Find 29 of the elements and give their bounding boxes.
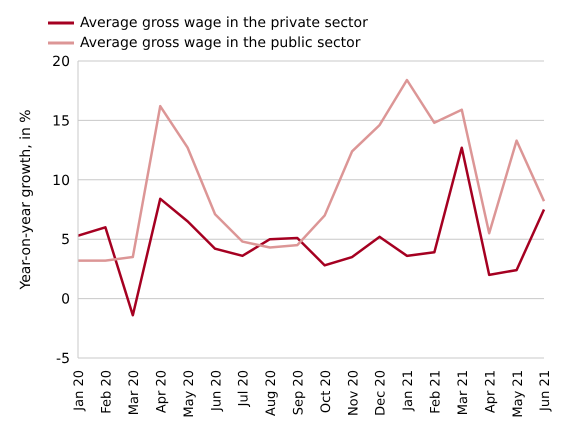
x-tick-label: Apr 20	[154, 370, 170, 414]
legend-label: Average gross wage in the public sector	[80, 35, 360, 51]
x-tick-label: May 21	[510, 370, 526, 418]
x-tick-label: Oct 20	[318, 370, 334, 414]
x-tick-label: Jan 20	[72, 370, 88, 412]
x-tick-label: Nov 20	[346, 370, 362, 416]
x-tick-label: Feb 20	[100, 370, 115, 414]
y-tick-label: -5	[56, 350, 70, 367]
x-tick-label: Apr 21	[483, 370, 498, 414]
y-tick-label: 20	[52, 54, 70, 70]
y-tick-label: 0	[61, 292, 70, 308]
x-tick-label: Jun 21	[538, 370, 554, 412]
y-tick-label: 5	[61, 232, 70, 248]
y-axis-title: Year-on-year growth, in %	[18, 109, 34, 290]
x-tick-label: Dec 20	[374, 370, 389, 416]
x-tick-label: Sep 20	[292, 370, 307, 416]
x-tick-label: May 20	[182, 370, 197, 418]
x-tick-label: Jan 21	[401, 370, 416, 412]
x-tick-label: Mar 21	[456, 370, 471, 416]
x-tick-label: Jul 20	[236, 370, 252, 408]
y-tick-label: 15	[52, 113, 70, 130]
x-tick-label: Mar 20	[127, 370, 142, 416]
line-series	[76, 78, 546, 262]
x-tick-label: Aug 20	[264, 370, 280, 416]
legend-label: Average gross wage in the private sector	[80, 15, 368, 31]
x-tick-label: Jun 20	[209, 370, 224, 412]
y-tick-label: 10	[52, 172, 70, 189]
x-tick-label: Feb 21	[428, 370, 444, 414]
line-series	[76, 146, 546, 316]
